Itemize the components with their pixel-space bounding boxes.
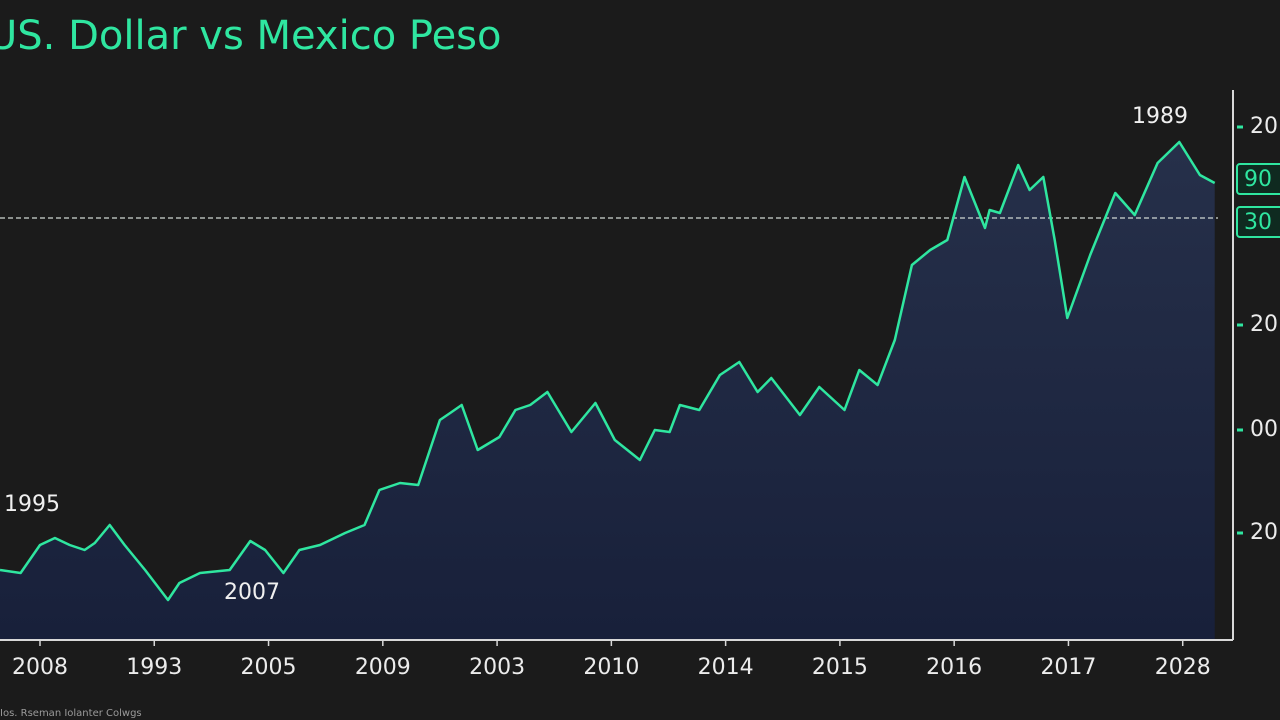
value-badge-label: 30 — [1244, 210, 1272, 235]
value-badge — [1236, 206, 1280, 238]
x-tick-label: 2008 — [12, 655, 68, 680]
y-tick-label: 20 — [1250, 312, 1278, 337]
x-tick-label: 2003 — [469, 655, 525, 680]
x-tick-label: 2014 — [698, 655, 754, 680]
area — [0, 142, 1215, 640]
y-tick-label: 20 — [1250, 114, 1278, 139]
x-tick-label: 2005 — [241, 655, 297, 680]
x-tick-label: 2009 — [355, 655, 411, 680]
x-tick-label: 1993 — [126, 655, 182, 680]
footer: Ios. Rseman Iolanter Colwgs — [0, 708, 142, 719]
annotation: 1995 — [4, 492, 60, 517]
y-tick-label: 20 — [1250, 520, 1278, 545]
value-badge — [1236, 163, 1280, 195]
x-tick-label: 2017 — [1040, 655, 1096, 680]
value-badge-label: 90 — [1244, 167, 1272, 192]
line — [0, 140, 1216, 602]
y-tick-label: 00 — [1250, 417, 1278, 442]
x-tick-label: 2015 — [812, 655, 868, 680]
plot: 20 20 00 20 2008 1993 2005 2009 2003 2010 2014 2015… — [0, 90, 1280, 680]
x-tick-label: 2028 — [1155, 655, 1211, 680]
annotation: 2007 — [224, 580, 280, 605]
annotation: 1989 — [1132, 104, 1188, 129]
chart-title: US. Dollar vs Mexico Peso — [0, 13, 502, 59]
x-tick-label: 2016 — [926, 655, 982, 680]
x-tick-label: 2010 — [583, 655, 639, 680]
